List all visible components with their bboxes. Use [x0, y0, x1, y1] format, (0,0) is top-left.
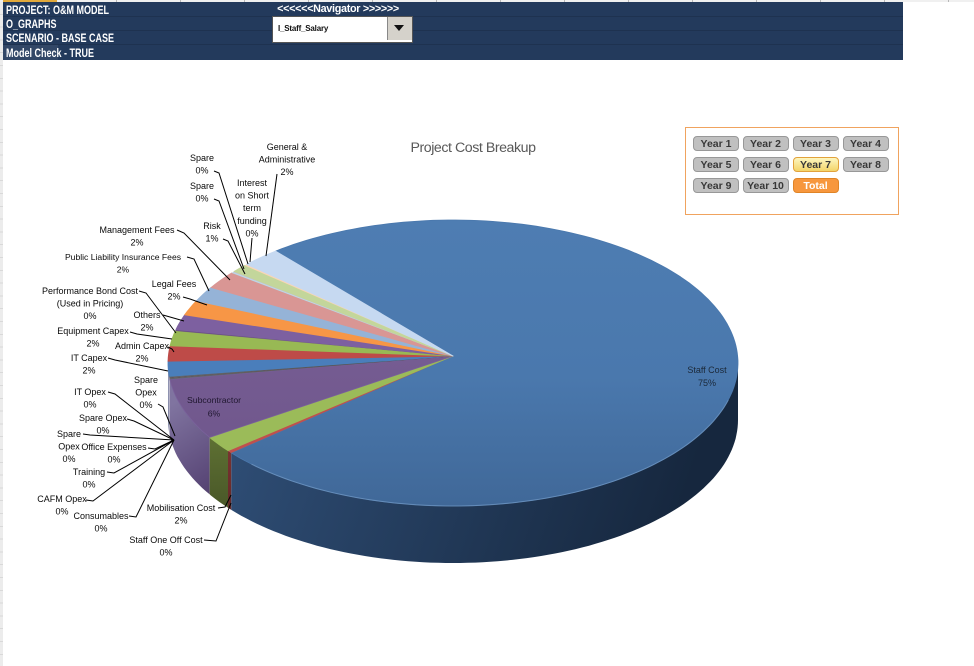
svg-text:2%: 2%: [130, 238, 143, 248]
svg-text:Performance Bond Cost: Performance Bond Cost: [42, 286, 139, 296]
svg-text:1%: 1%: [205, 234, 218, 244]
svg-text:2%: 2%: [86, 339, 99, 349]
svg-text:Spare: Spare: [134, 375, 158, 385]
svg-text:Office Expenses: Office Expenses: [81, 442, 147, 452]
svg-text:term: term: [243, 203, 261, 213]
svg-text:Project Cost Breakup: Project Cost Breakup: [410, 140, 536, 156]
svg-text:0%: 0%: [82, 480, 95, 490]
svg-text:Administrative: Administrative: [259, 155, 316, 165]
svg-text:Training: Training: [73, 467, 105, 477]
svg-text:2%: 2%: [167, 292, 180, 302]
svg-text:0%: 0%: [195, 166, 208, 176]
svg-text:Subcontractor: Subcontractor: [187, 395, 241, 405]
svg-text:(Used in Pricing): (Used in Pricing): [57, 299, 124, 309]
svg-text:75%: 75%: [698, 378, 716, 388]
svg-text:0%: 0%: [55, 507, 68, 517]
svg-text:Spare: Spare: [57, 429, 81, 439]
svg-text:Opex: Opex: [135, 388, 157, 398]
svg-text:Staff Cost: Staff Cost: [687, 365, 727, 375]
svg-text:2%: 2%: [174, 516, 187, 526]
svg-text:Staff One Off Cost: Staff One Off Cost: [129, 535, 203, 545]
svg-text:2%: 2%: [117, 265, 130, 275]
svg-text:2%: 2%: [140, 323, 153, 333]
svg-text:0%: 0%: [139, 400, 152, 410]
svg-text:Others: Others: [133, 310, 161, 320]
svg-text:Opex: Opex: [58, 442, 80, 452]
svg-text:0%: 0%: [83, 311, 96, 321]
svg-text:IT Capex: IT Capex: [71, 353, 108, 363]
svg-text:Legal Fees: Legal Fees: [152, 279, 197, 289]
svg-text:Equipment Capex: Equipment Capex: [57, 326, 129, 336]
svg-text:0%: 0%: [96, 426, 109, 436]
svg-text:Admin Capex: Admin Capex: [115, 341, 170, 351]
svg-text:2%: 2%: [135, 354, 148, 364]
svg-text:Management Fees: Management Fees: [99, 225, 175, 235]
svg-text:0%: 0%: [62, 454, 75, 464]
svg-text:funding: funding: [237, 216, 267, 226]
svg-text:6%: 6%: [208, 409, 221, 419]
svg-text:Public Liability Insurance Fee: Public Liability Insurance Fees: [65, 252, 181, 262]
svg-text:0%: 0%: [94, 524, 107, 534]
svg-text:Interest: Interest: [237, 178, 268, 188]
svg-text:2%: 2%: [280, 167, 293, 177]
svg-text:CAFM Opex: CAFM Opex: [37, 494, 87, 504]
svg-text:0%: 0%: [159, 548, 172, 558]
svg-text:IT Opex: IT Opex: [74, 387, 106, 397]
svg-text:0%: 0%: [83, 400, 96, 410]
svg-text:0%: 0%: [195, 194, 208, 204]
svg-text:on Short: on Short: [235, 191, 270, 201]
svg-text:Consumables: Consumables: [73, 511, 129, 521]
svg-text:0%: 0%: [107, 455, 120, 465]
svg-text:Spare: Spare: [190, 153, 214, 163]
svg-text:General &: General &: [267, 142, 308, 152]
svg-text:2%: 2%: [82, 366, 95, 376]
svg-text:Spare: Spare: [190, 181, 214, 191]
svg-text:Risk: Risk: [203, 221, 221, 231]
svg-text:Spare Opex: Spare Opex: [79, 413, 128, 423]
svg-text:0%: 0%: [245, 228, 258, 238]
svg-text:Mobilisation Cost: Mobilisation Cost: [147, 503, 216, 513]
